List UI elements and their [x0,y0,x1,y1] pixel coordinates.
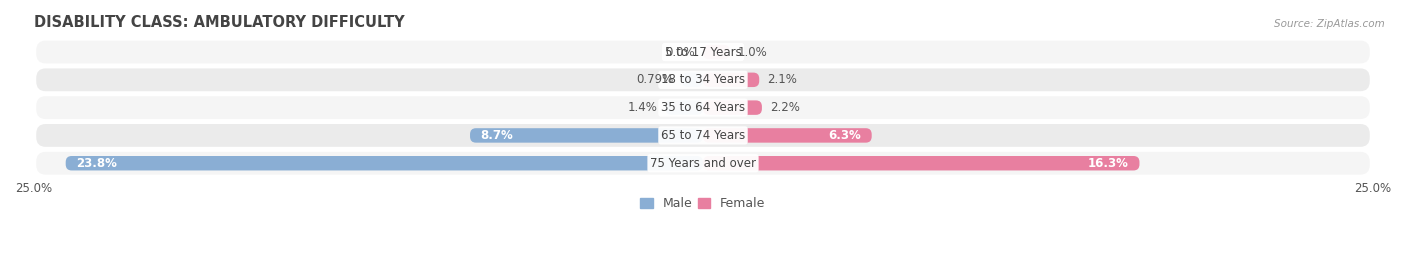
FancyBboxPatch shape [66,156,703,170]
Text: 5 to 17 Years: 5 to 17 Years [665,46,741,58]
Text: 1.4%: 1.4% [627,101,658,114]
FancyBboxPatch shape [37,96,1369,119]
FancyBboxPatch shape [470,128,703,143]
Text: 2.2%: 2.2% [770,101,800,114]
Text: 6.3%: 6.3% [828,129,860,142]
FancyBboxPatch shape [703,156,1139,170]
Text: 65 to 74 Years: 65 to 74 Years [661,129,745,142]
Text: 35 to 64 Years: 35 to 64 Years [661,101,745,114]
FancyBboxPatch shape [703,45,730,59]
FancyBboxPatch shape [703,73,759,87]
Text: 16.3%: 16.3% [1088,157,1129,170]
Text: 1.0%: 1.0% [738,46,768,58]
Text: 18 to 34 Years: 18 to 34 Years [661,73,745,86]
Text: 0.79%: 0.79% [637,73,673,86]
Text: 23.8%: 23.8% [76,157,117,170]
Text: DISABILITY CLASS: AMBULATORY DIFFICULTY: DISABILITY CLASS: AMBULATORY DIFFICULTY [34,15,404,30]
FancyBboxPatch shape [703,100,762,115]
FancyBboxPatch shape [37,41,1369,64]
FancyBboxPatch shape [703,128,872,143]
FancyBboxPatch shape [665,100,703,115]
Text: 8.7%: 8.7% [481,129,513,142]
Text: Source: ZipAtlas.com: Source: ZipAtlas.com [1274,19,1385,29]
FancyBboxPatch shape [682,73,703,87]
FancyBboxPatch shape [37,124,1369,147]
Text: 2.1%: 2.1% [768,73,797,86]
FancyBboxPatch shape [37,152,1369,175]
Legend: Male, Female: Male, Female [636,192,770,215]
FancyBboxPatch shape [37,68,1369,91]
Text: 0.0%: 0.0% [665,46,695,58]
Text: 75 Years and over: 75 Years and over [650,157,756,170]
